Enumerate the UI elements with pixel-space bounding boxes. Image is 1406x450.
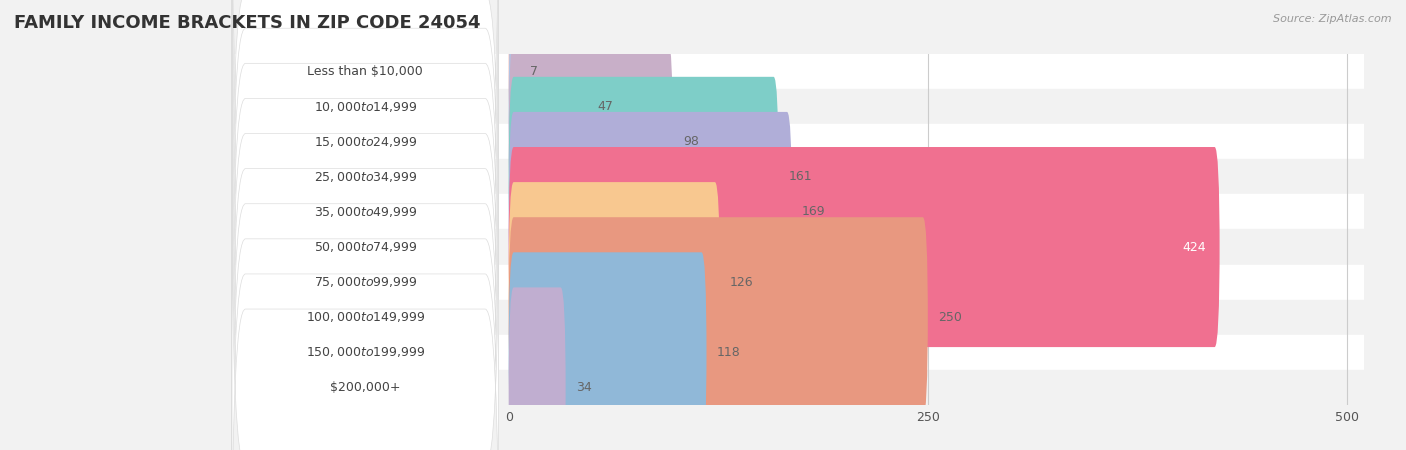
FancyBboxPatch shape (509, 112, 792, 312)
FancyBboxPatch shape (232, 115, 499, 450)
FancyBboxPatch shape (509, 77, 779, 277)
Bar (232, 230, 1364, 265)
Text: 250: 250 (938, 311, 962, 324)
FancyBboxPatch shape (509, 182, 720, 382)
FancyBboxPatch shape (509, 147, 1219, 347)
FancyBboxPatch shape (509, 217, 928, 417)
Text: 424: 424 (1182, 241, 1206, 253)
FancyBboxPatch shape (232, 0, 499, 379)
Text: $200,000+: $200,000+ (330, 381, 401, 394)
Text: $50,000 to $74,999: $50,000 to $74,999 (314, 240, 418, 254)
Bar (232, 370, 1364, 405)
FancyBboxPatch shape (509, 288, 565, 450)
FancyBboxPatch shape (232, 45, 499, 450)
Bar (232, 265, 1364, 300)
Text: 161: 161 (789, 171, 813, 183)
FancyBboxPatch shape (509, 7, 588, 207)
Text: Source: ZipAtlas.com: Source: ZipAtlas.com (1274, 14, 1392, 23)
Text: Less than $10,000: Less than $10,000 (308, 65, 423, 78)
Text: $100,000 to $149,999: $100,000 to $149,999 (305, 310, 425, 324)
Text: $150,000 to $199,999: $150,000 to $199,999 (305, 345, 425, 360)
FancyBboxPatch shape (232, 185, 499, 450)
FancyBboxPatch shape (232, 9, 499, 414)
FancyBboxPatch shape (509, 42, 673, 242)
Bar (232, 300, 1364, 335)
Text: 126: 126 (730, 276, 754, 288)
Text: 118: 118 (717, 346, 741, 359)
Bar (232, 54, 1364, 89)
FancyBboxPatch shape (232, 0, 499, 344)
Text: $35,000 to $49,999: $35,000 to $49,999 (314, 205, 418, 219)
Text: 98: 98 (683, 135, 699, 148)
Bar (232, 124, 1364, 159)
Text: $10,000 to $14,999: $10,000 to $14,999 (314, 99, 418, 114)
FancyBboxPatch shape (232, 0, 499, 309)
Text: $75,000 to $99,999: $75,000 to $99,999 (314, 275, 418, 289)
Text: $15,000 to $24,999: $15,000 to $24,999 (314, 135, 418, 149)
Text: FAMILY INCOME BRACKETS IN ZIP CODE 24054: FAMILY INCOME BRACKETS IN ZIP CODE 24054 (14, 14, 481, 32)
Bar (232, 89, 1364, 124)
Text: $25,000 to $34,999: $25,000 to $34,999 (314, 170, 418, 184)
FancyBboxPatch shape (509, 0, 520, 171)
Text: 34: 34 (575, 381, 592, 394)
Text: 47: 47 (598, 100, 613, 113)
FancyBboxPatch shape (232, 150, 499, 450)
FancyBboxPatch shape (232, 80, 499, 450)
Text: 169: 169 (801, 206, 825, 218)
Bar (232, 194, 1364, 230)
Bar (232, 335, 1364, 370)
FancyBboxPatch shape (509, 252, 707, 450)
Bar (232, 159, 1364, 194)
Text: 7: 7 (530, 65, 538, 78)
FancyBboxPatch shape (232, 0, 499, 274)
